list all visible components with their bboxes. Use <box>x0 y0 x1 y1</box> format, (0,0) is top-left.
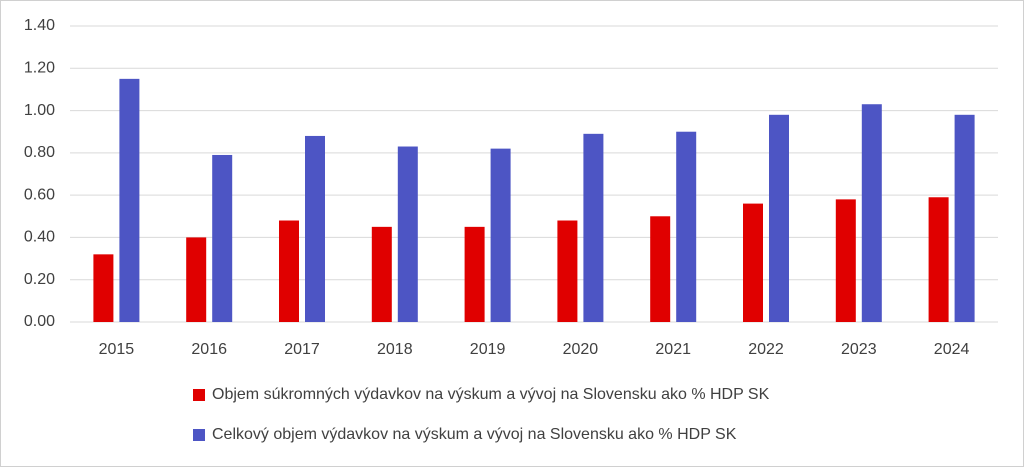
bar <box>928 197 949 322</box>
bar <box>490 148 511 322</box>
x-tick-label: 2020 <box>563 341 599 358</box>
y-tick-label: 0.00 <box>24 313 55 330</box>
x-tick-label: 2015 <box>99 341 135 358</box>
bar <box>861 104 882 322</box>
bar <box>279 220 299 322</box>
legend-swatch <box>193 389 205 401</box>
bar <box>835 199 856 322</box>
x-tick-label: 2022 <box>748 341 784 358</box>
y-tick-label: 1.40 <box>24 17 55 34</box>
bar <box>371 226 392 322</box>
y-tick-label: 1.20 <box>24 60 55 77</box>
bar <box>583 133 604 322</box>
bar <box>954 114 975 322</box>
x-tick-label: 2024 <box>934 341 970 358</box>
y-tick-label: 0.40 <box>24 229 55 246</box>
bar <box>769 114 789 322</box>
bar <box>464 226 485 322</box>
x-tick-label: 2017 <box>284 341 320 358</box>
y-tick-label: 0.20 <box>24 271 55 288</box>
bar <box>557 220 578 322</box>
bar <box>676 131 697 322</box>
bar <box>212 154 233 322</box>
legend-label: Objem súkromných výdavkov na výskum a vý… <box>212 386 770 403</box>
y-tick-label: 0.60 <box>24 186 55 203</box>
bar <box>186 237 207 322</box>
y-tick-label: 1.00 <box>24 102 55 119</box>
x-tick-label: 2018 <box>377 341 413 358</box>
y-tick-label: 0.80 <box>24 144 55 161</box>
x-tick-label: 2021 <box>655 341 691 358</box>
bar <box>397 146 418 322</box>
x-tick-label: 2019 <box>470 341 506 358</box>
legend-swatch <box>193 429 205 441</box>
x-tick-label: 2023 <box>841 341 877 358</box>
bar <box>743 203 763 322</box>
bar <box>119 78 140 322</box>
bar <box>93 254 114 322</box>
bar <box>305 135 325 322</box>
bar <box>650 216 671 322</box>
x-tick-label: 2016 <box>191 341 227 358</box>
legend-label: Celkový objem výdavkov na výskum a vývoj… <box>212 426 737 443</box>
